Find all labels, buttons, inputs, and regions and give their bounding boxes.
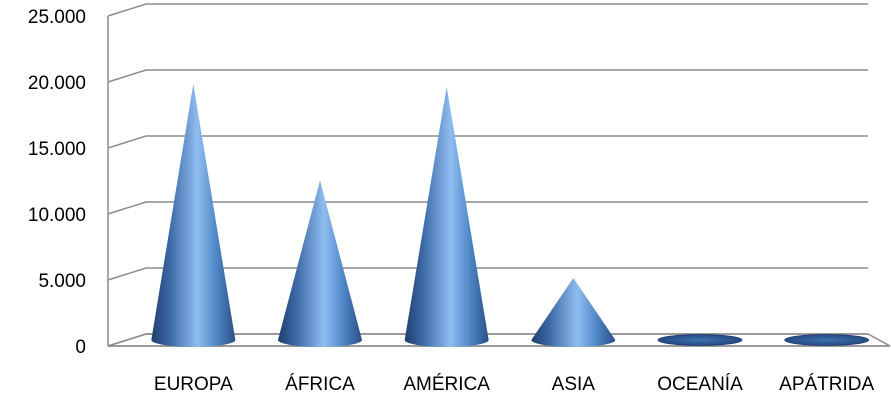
y-tick-label: 25.000 <box>28 7 86 28</box>
category-label: APÁTRIDA <box>779 374 874 395</box>
y-tick-labels: 0 5.000 10.000 15.000 20.000 25.000 <box>28 7 86 358</box>
gridline <box>107 69 868 83</box>
gridline <box>107 267 868 281</box>
category-label: EUROPA <box>154 374 233 395</box>
cone-bar <box>784 334 870 346</box>
cone-bar <box>531 278 616 347</box>
gridline <box>107 201 868 215</box>
category-label: ÁFRICA <box>285 374 355 395</box>
category-label: AMÉRICA <box>403 374 490 395</box>
cone-body <box>531 278 616 347</box>
cone-bar <box>278 180 362 347</box>
axes <box>107 16 891 347</box>
cone-body <box>404 86 489 347</box>
y-tick-label: 0 <box>75 337 86 358</box>
gridline <box>107 135 868 149</box>
y-tick-label: 10.000 <box>28 205 86 226</box>
cone-base <box>657 334 743 346</box>
category-label: ASIA <box>552 374 596 395</box>
category-label: OCEANÍA <box>657 374 743 395</box>
cone-base <box>784 334 870 346</box>
cone-body <box>278 180 362 347</box>
y-tick-label: 15.000 <box>28 139 86 160</box>
cone-body <box>151 84 236 347</box>
y-tick-label: 20.000 <box>28 73 86 94</box>
cone-bar <box>657 334 743 346</box>
gridline <box>107 3 868 17</box>
y-tick-label: 5.000 <box>38 271 86 292</box>
category-labels: EUROPA ÁFRICA AMÉRICA ASIA OCEANÍA APÁTRIDA <box>154 374 875 395</box>
cones <box>151 84 870 347</box>
cone-bar <box>404 86 489 347</box>
cone-bar <box>151 84 236 347</box>
